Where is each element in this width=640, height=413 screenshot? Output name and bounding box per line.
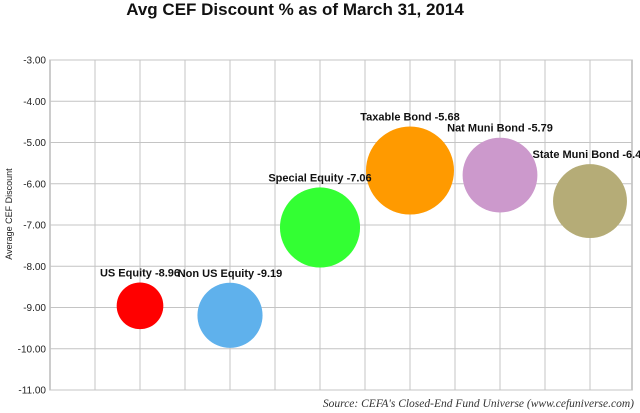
bubble-taxable-bond (366, 126, 454, 215)
data-label: Non US Equity -9.19 (178, 268, 283, 280)
chart-title: Avg CEF Discount % as of March 31, 2014 (126, 0, 464, 19)
y-tick-label: -5.00 (23, 138, 46, 149)
grid (50, 59, 632, 391)
y-tick-label: -3.00 (23, 56, 46, 67)
y-tick-label: -11.00 (18, 386, 46, 397)
bubble-non-us-equity (197, 282, 263, 348)
bubble-special-equity (279, 187, 361, 268)
bubble-nat-muni-bond (462, 137, 538, 213)
y-tick-label: -7.00 (23, 221, 46, 232)
y-tick-label: -8.00 (23, 262, 46, 273)
data-label: Taxable Bond -5.68 (360, 112, 459, 124)
data-label: Nat Muni Bond -5.79 (447, 123, 553, 135)
y-axis-label: Average CEF Discount (4, 168, 14, 260)
y-tick-label: -4.00 (23, 97, 46, 108)
data-label: State Muni Bond -6.42 (533, 149, 640, 161)
bubble-state-muni-bond (553, 164, 627, 239)
y-tick-label: -6.00 (23, 179, 46, 190)
y-tick-label: -10.00 (18, 344, 47, 355)
bubble-us-equity (116, 282, 164, 330)
y-tick-label: -9.00 (23, 303, 46, 314)
y-axis-ticks: -3.00 -4.00 -5.00 -6.00 -7.00 -8.00 -9.00 -10.0… (18, 56, 47, 397)
bubbles (116, 126, 627, 348)
data-label: Special Equity -7.06 (268, 172, 371, 184)
data-label: US Equity -8.96 (100, 268, 180, 280)
source-note: Source: CEFA's Closed-End Fund Universe … (323, 398, 634, 410)
